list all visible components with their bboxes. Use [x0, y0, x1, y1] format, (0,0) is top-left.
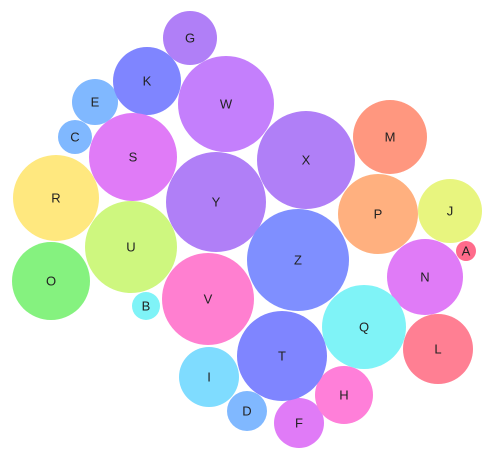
bubble-label-u: U — [126, 240, 135, 255]
bubble-u: U — [85, 201, 177, 293]
bubble-label-s: S — [129, 150, 138, 165]
bubble-a: A — [456, 241, 476, 261]
bubble-label-m: M — [385, 130, 396, 145]
bubble-circle-w — [178, 56, 274, 152]
bubble-circle-d — [227, 391, 267, 431]
bubble-label-g: G — [185, 31, 195, 46]
bubble-circle-c — [58, 120, 92, 154]
bubble-label-k: K — [143, 74, 152, 89]
bubble-label-c: C — [70, 130, 79, 145]
bubble-circle-i — [179, 347, 239, 407]
bubble-label-b: B — [142, 299, 151, 314]
bubble-e: E — [72, 79, 118, 125]
bubble-circle-m — [353, 100, 427, 174]
bubble-f: F — [274, 398, 324, 448]
bubble-circle-s — [89, 113, 177, 201]
bubble-z: Z — [247, 209, 349, 311]
bubble-label-q: Q — [359, 320, 369, 335]
bubble-circle-b — [132, 292, 160, 320]
bubble-w: W — [178, 56, 274, 152]
bubble-circle-f — [274, 398, 324, 448]
bubble-k: K — [113, 47, 181, 115]
bubble-circle-v — [162, 253, 254, 345]
bubble-b: B — [132, 292, 160, 320]
bubble-circle-g — [163, 11, 217, 65]
bubble-label-p: P — [374, 207, 383, 222]
bubble-c: C — [58, 120, 92, 154]
bubble-label-h: H — [339, 388, 348, 403]
bubble-circle-n — [387, 239, 463, 315]
bubble-circle-r — [13, 155, 99, 241]
bubble-v: V — [162, 253, 254, 345]
bubble-label-z: Z — [294, 253, 302, 268]
bubble-circle-j — [418, 179, 482, 243]
bubble-circle-a — [456, 241, 476, 261]
bubble-q: Q — [322, 285, 406, 369]
bubble-label-e: E — [91, 95, 100, 110]
bubble-circle-l — [403, 314, 473, 384]
bubble-label-j: J — [447, 204, 454, 219]
bubble-g: G — [163, 11, 217, 65]
bubble-label-a: A — [462, 244, 471, 259]
bubble-circle-x — [257, 111, 355, 209]
bubble-circle-o — [12, 242, 90, 320]
bubble-label-x: X — [302, 153, 311, 168]
bubble-label-f: F — [295, 416, 303, 431]
bubble-circle-e — [72, 79, 118, 125]
bubble-label-l: L — [434, 342, 441, 357]
bubble-label-y: Y — [212, 195, 221, 210]
bubble-t: T — [237, 311, 327, 401]
bubble-s: S — [89, 113, 177, 201]
bubble-h: H — [315, 366, 373, 424]
bubble-circle-z — [247, 209, 349, 311]
bubble-y: Y — [166, 152, 266, 252]
bubble-circle-h — [315, 366, 373, 424]
bubble-label-r: R — [51, 191, 60, 206]
bubble-circle-k — [113, 47, 181, 115]
bubble-circle-u — [85, 201, 177, 293]
bubble-l: L — [403, 314, 473, 384]
bubble-d: D — [227, 391, 267, 431]
bubble-circle-y — [166, 152, 266, 252]
bubble-j: J — [418, 179, 482, 243]
bubble-label-n: N — [420, 270, 429, 285]
bubble-i: I — [179, 347, 239, 407]
bubble-m: M — [353, 100, 427, 174]
bubble-label-i: I — [207, 370, 211, 385]
bubble-x: X — [257, 111, 355, 209]
bubble-label-v: V — [204, 292, 213, 307]
bubble-p: P — [338, 174, 418, 254]
bubble-label-w: W — [220, 97, 233, 112]
bubble-label-d: D — [242, 404, 251, 419]
bubble-label-t: T — [278, 349, 286, 364]
bubble-n: N — [387, 239, 463, 315]
bubble-label-o: O — [46, 274, 56, 289]
bubble-circle-t — [237, 311, 327, 401]
bubble-o: O — [12, 242, 90, 320]
bubble-circle-p — [338, 174, 418, 254]
bubble-circle-q — [322, 285, 406, 369]
bubble-r: R — [13, 155, 99, 241]
